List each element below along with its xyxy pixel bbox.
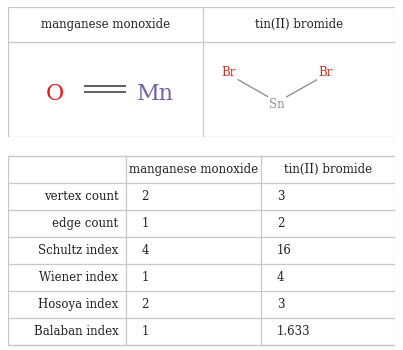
Text: 3: 3 xyxy=(277,298,285,311)
Text: Hosoya index: Hosoya index xyxy=(38,298,118,311)
Text: manganese monoxide: manganese monoxide xyxy=(129,163,258,176)
Text: 2: 2 xyxy=(141,190,149,203)
Text: vertex count: vertex count xyxy=(44,190,118,203)
Text: Wiener index: Wiener index xyxy=(39,271,118,284)
Text: Sn: Sn xyxy=(269,98,285,111)
Text: tin(II) bromide: tin(II) bromide xyxy=(255,18,343,31)
Text: 2: 2 xyxy=(277,217,285,230)
Text: manganese monoxide: manganese monoxide xyxy=(41,18,170,31)
Text: 2: 2 xyxy=(141,298,149,311)
Text: tin(II) bromide: tin(II) bromide xyxy=(284,163,372,176)
Text: Br: Br xyxy=(318,66,332,79)
Text: 1: 1 xyxy=(141,324,149,338)
Text: Mn: Mn xyxy=(137,83,174,105)
Text: 4: 4 xyxy=(277,271,285,284)
Text: 16: 16 xyxy=(277,244,292,257)
Text: 3: 3 xyxy=(277,190,285,203)
Text: 4: 4 xyxy=(141,244,149,257)
Text: edge count: edge count xyxy=(52,217,118,230)
Text: Br: Br xyxy=(221,66,236,79)
Text: 1: 1 xyxy=(141,271,149,284)
Text: Balaban index: Balaban index xyxy=(33,324,118,338)
Text: 1.633: 1.633 xyxy=(277,324,311,338)
Text: 1: 1 xyxy=(141,217,149,230)
Text: O: O xyxy=(46,83,64,105)
Text: Schultz index: Schultz index xyxy=(38,244,118,257)
